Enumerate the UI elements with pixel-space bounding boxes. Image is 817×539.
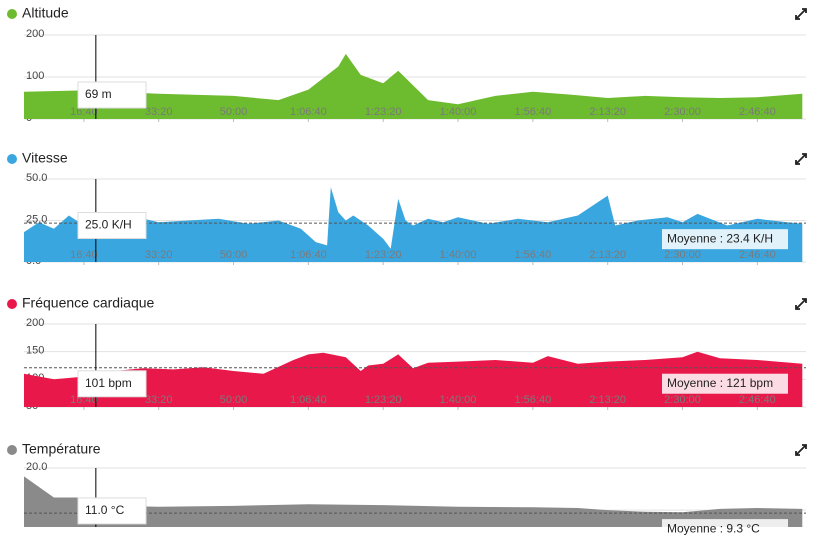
x-tick-label: 1:23:20 bbox=[365, 394, 402, 406]
expand-button[interactable] bbox=[795, 444, 807, 456]
x-tick-label: 1:56:40 bbox=[515, 394, 552, 406]
x-tick-label: 2:30:00 bbox=[664, 249, 701, 261]
x-tick-label: 50:00 bbox=[220, 394, 248, 406]
legend-dot bbox=[7, 445, 17, 455]
y-tick-label: 200 bbox=[26, 317, 44, 329]
x-tick-label: 2:46:40 bbox=[739, 249, 776, 261]
average-box bbox=[662, 519, 788, 539]
chart-title: Altitude bbox=[22, 5, 69, 21]
x-tick-label: 2:46:40 bbox=[739, 106, 776, 118]
cursor-label: 69 m bbox=[85, 87, 112, 101]
average-label: Moyenne : 121 bpm bbox=[667, 376, 773, 390]
x-tick-label: 1:06:40 bbox=[290, 106, 327, 118]
cursor-box bbox=[77, 212, 147, 239]
average-box bbox=[662, 229, 788, 250]
cursor-label: 11.0 °C bbox=[85, 503, 125, 517]
area bbox=[24, 187, 803, 262]
chart-title: Fréquence cardiaque bbox=[22, 295, 155, 311]
x-tick-label: 1:56:40 bbox=[515, 249, 552, 261]
x-tick-label: 1:40:00 bbox=[440, 106, 477, 118]
x-tick-label: 2:46:40 bbox=[739, 394, 776, 406]
x-tick-label: 33:20 bbox=[145, 249, 173, 261]
y-tick-label: 200 bbox=[26, 28, 44, 40]
chart-title: Température bbox=[22, 441, 101, 457]
y-tick-label: 20.0 bbox=[26, 461, 47, 473]
expand-button[interactable] bbox=[795, 8, 807, 20]
x-tick-label: 1:06:40 bbox=[290, 249, 327, 261]
x-tick-label: 2:13:20 bbox=[589, 394, 626, 406]
legend-dot bbox=[7, 154, 17, 164]
x-tick-label: 2:30:00 bbox=[664, 394, 701, 406]
average-label: Moyenne : 23.4 K/H bbox=[667, 231, 773, 245]
y-tick-label: 150 bbox=[26, 345, 44, 357]
expand-button[interactable] bbox=[795, 298, 807, 310]
x-tick-label: 50:00 bbox=[220, 249, 248, 261]
x-tick-label: 1:40:00 bbox=[440, 249, 477, 261]
expand-button[interactable] bbox=[795, 153, 807, 165]
x-tick-label: 16:40 bbox=[70, 106, 98, 118]
y-tick-label: 25.0 bbox=[26, 213, 47, 225]
y-tick-label: 100 bbox=[26, 70, 44, 82]
cursor-box bbox=[77, 81, 147, 109]
x-tick-label: 16:40 bbox=[70, 249, 98, 261]
area bbox=[24, 476, 803, 527]
average-box bbox=[662, 373, 788, 394]
x-tick-label: 1:56:40 bbox=[515, 106, 552, 118]
x-tick-label: 1:23:20 bbox=[365, 249, 402, 261]
x-tick-label: 33:20 bbox=[145, 394, 173, 406]
chart-title: Vitesse bbox=[22, 150, 68, 166]
average-label: Moyenne : 9.3 °C bbox=[667, 521, 760, 535]
x-tick-label: 1:23:20 bbox=[365, 106, 402, 118]
cursor-label: 25.0 K/H bbox=[85, 218, 132, 232]
y-tick-label: 50.0 bbox=[26, 172, 47, 184]
cursor-box bbox=[77, 370, 147, 398]
legend-dot bbox=[7, 9, 17, 19]
x-tick-label: 50:00 bbox=[220, 106, 248, 118]
x-tick-label: 2:13:20 bbox=[589, 106, 626, 118]
x-tick-label: 1:40:00 bbox=[440, 394, 477, 406]
cursor-box bbox=[77, 497, 147, 525]
area bbox=[24, 351, 803, 407]
cursor-label: 101 bpm bbox=[85, 376, 132, 390]
x-tick-label: 2:13:20 bbox=[589, 249, 626, 261]
x-tick-label: 1:06:40 bbox=[290, 394, 327, 406]
area bbox=[24, 53, 803, 119]
legend-dot bbox=[7, 299, 17, 309]
x-tick-label: 33:20 bbox=[145, 106, 173, 118]
x-tick-label: 2:30:00 bbox=[664, 106, 701, 118]
